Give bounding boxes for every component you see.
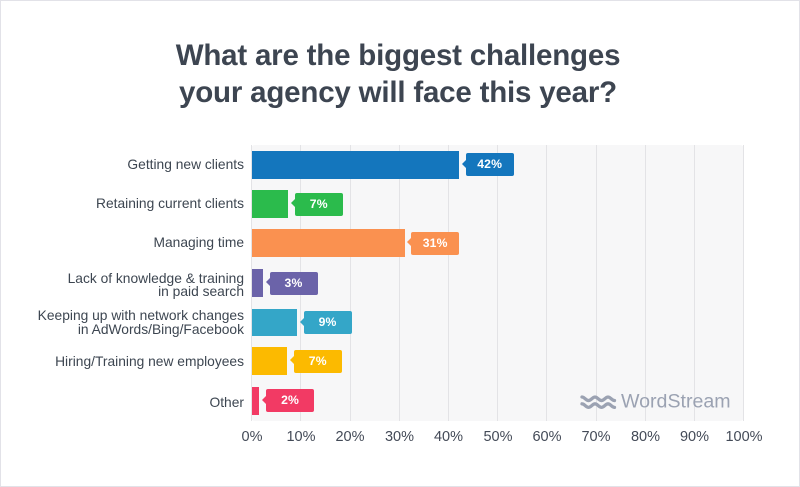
svg-text:WordStream: WordStream (621, 394, 731, 413)
